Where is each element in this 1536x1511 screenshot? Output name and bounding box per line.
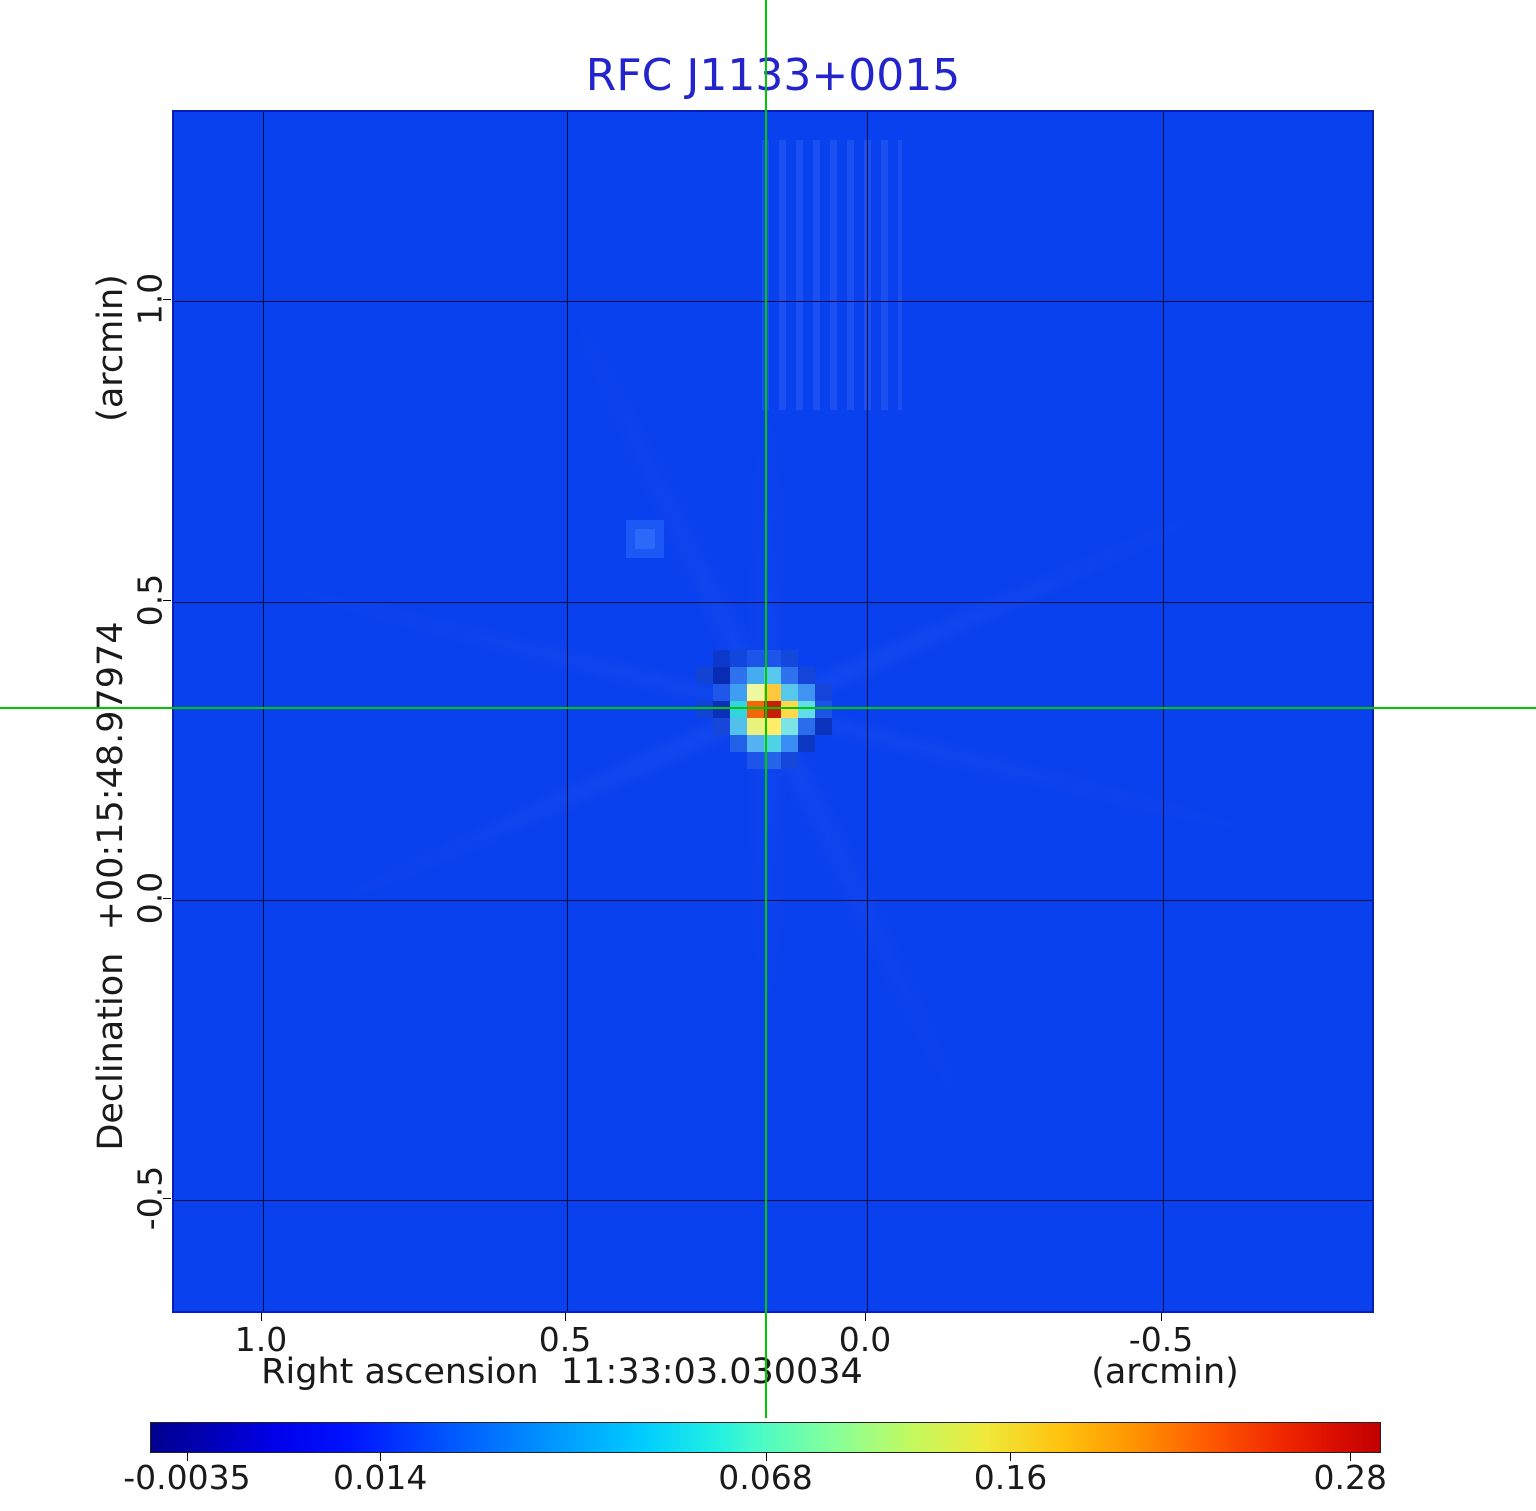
x-axis-unit-label: (arcmin) xyxy=(1091,1352,1239,1392)
source-pixel xyxy=(798,701,815,718)
grid-line-vertical xyxy=(567,112,568,1311)
y-axis-label: Declination +00:15:48.97974 xyxy=(91,621,131,1151)
source-pixel xyxy=(747,718,764,735)
source-pixel xyxy=(747,650,764,667)
source-pixel xyxy=(815,684,832,701)
source-pixel xyxy=(730,718,747,735)
colorbar-tick-mark xyxy=(380,1453,382,1461)
crosshair-vertical-line xyxy=(765,0,767,1418)
y-tick-mark xyxy=(163,600,171,601)
radio-map-image xyxy=(172,110,1374,1313)
colorbar-tick-label: 0.28 xyxy=(1313,1458,1387,1497)
colorbar-tick-mark xyxy=(765,1453,767,1461)
colorbar-tick-label: 0.014 xyxy=(332,1458,428,1497)
colorbar-tick-label: 0.068 xyxy=(718,1458,813,1497)
source-pixel xyxy=(781,735,798,752)
source-pixel xyxy=(747,735,764,752)
grid-line-horizontal xyxy=(174,900,1372,901)
figure-title: RFC J1133+0015 xyxy=(585,50,961,101)
x-tick-mark xyxy=(1161,1313,1162,1321)
y-tick-label: 0.5 xyxy=(130,573,170,627)
colorbar-tick-label: 0.16 xyxy=(973,1458,1048,1497)
source-pixel xyxy=(781,752,798,769)
source-pixel xyxy=(730,667,747,684)
source-pixel xyxy=(798,718,815,735)
source-pixel xyxy=(764,667,781,684)
source-pixel xyxy=(696,667,713,684)
colorbar-tick-mark xyxy=(1350,1453,1352,1461)
colorbar-tick-label: -0.0035 xyxy=(123,1458,251,1497)
y-tick-label: 1.0 xyxy=(130,272,170,326)
y-tick-label: 0.0 xyxy=(130,871,170,925)
source-pixel xyxy=(781,718,798,735)
colorbar xyxy=(150,1422,1381,1453)
y-tick-mark xyxy=(163,898,171,899)
source-pixel xyxy=(730,701,747,718)
grid-line-vertical xyxy=(263,112,264,1311)
source-pixel xyxy=(747,667,764,684)
x-tick-label: 0.0 xyxy=(838,1320,892,1359)
source-pixel xyxy=(798,735,815,752)
source-pixel xyxy=(781,650,798,667)
source-pixel xyxy=(764,718,781,735)
source-pixel xyxy=(713,684,730,701)
grid-line-vertical xyxy=(1163,112,1164,1311)
source-pixel xyxy=(764,684,781,701)
source-pixel xyxy=(730,684,747,701)
source-pixel xyxy=(798,684,815,701)
source-pixel xyxy=(747,701,764,718)
source-pixel xyxy=(747,684,764,701)
x-tick-mark xyxy=(565,1313,566,1321)
grid-line-horizontal xyxy=(174,602,1372,603)
x-axis-label: Right ascension 11:33:03.030034 xyxy=(261,1352,863,1392)
source-pixel xyxy=(781,701,798,718)
source-pixel xyxy=(781,684,798,701)
source-pixel xyxy=(747,752,764,769)
source-pixel xyxy=(815,701,832,718)
faint-blob-core xyxy=(635,529,655,549)
x-tick-mark xyxy=(261,1313,262,1321)
y-axis-unit-label: (arcmin) xyxy=(91,274,131,422)
grid-line-vertical xyxy=(867,112,868,1311)
source-pixel xyxy=(764,650,781,667)
source-pixel xyxy=(815,718,832,735)
source-pixel xyxy=(781,667,798,684)
source-pixel xyxy=(696,701,713,718)
x-tick-label: 0.5 xyxy=(538,1320,592,1359)
y-tick-mark xyxy=(163,1198,171,1199)
x-tick-mark xyxy=(865,1313,866,1321)
x-tick-label: 1.0 xyxy=(234,1320,288,1359)
source-pixel xyxy=(764,735,781,752)
source-pixel xyxy=(730,650,747,667)
colorbar-tick-mark xyxy=(186,1453,188,1461)
y-tick-label: -0.5 xyxy=(130,1165,170,1231)
source-pixel xyxy=(713,701,730,718)
crosshair-horizontal-line xyxy=(0,707,1536,709)
grid-line-horizontal xyxy=(174,1200,1372,1201)
source-pixel xyxy=(798,667,815,684)
colorbar-tick-mark xyxy=(1010,1453,1012,1461)
grid-line-horizontal xyxy=(174,301,1372,302)
fringe-stripes xyxy=(762,140,902,410)
source-pixel xyxy=(730,735,747,752)
source-pixel xyxy=(713,718,730,735)
source-pixel xyxy=(713,667,730,684)
x-tick-label: -0.5 xyxy=(1128,1320,1194,1359)
source-pixel xyxy=(713,650,730,667)
source-pixel xyxy=(764,701,781,718)
source-pixel xyxy=(764,752,781,769)
y-tick-mark xyxy=(163,299,171,300)
